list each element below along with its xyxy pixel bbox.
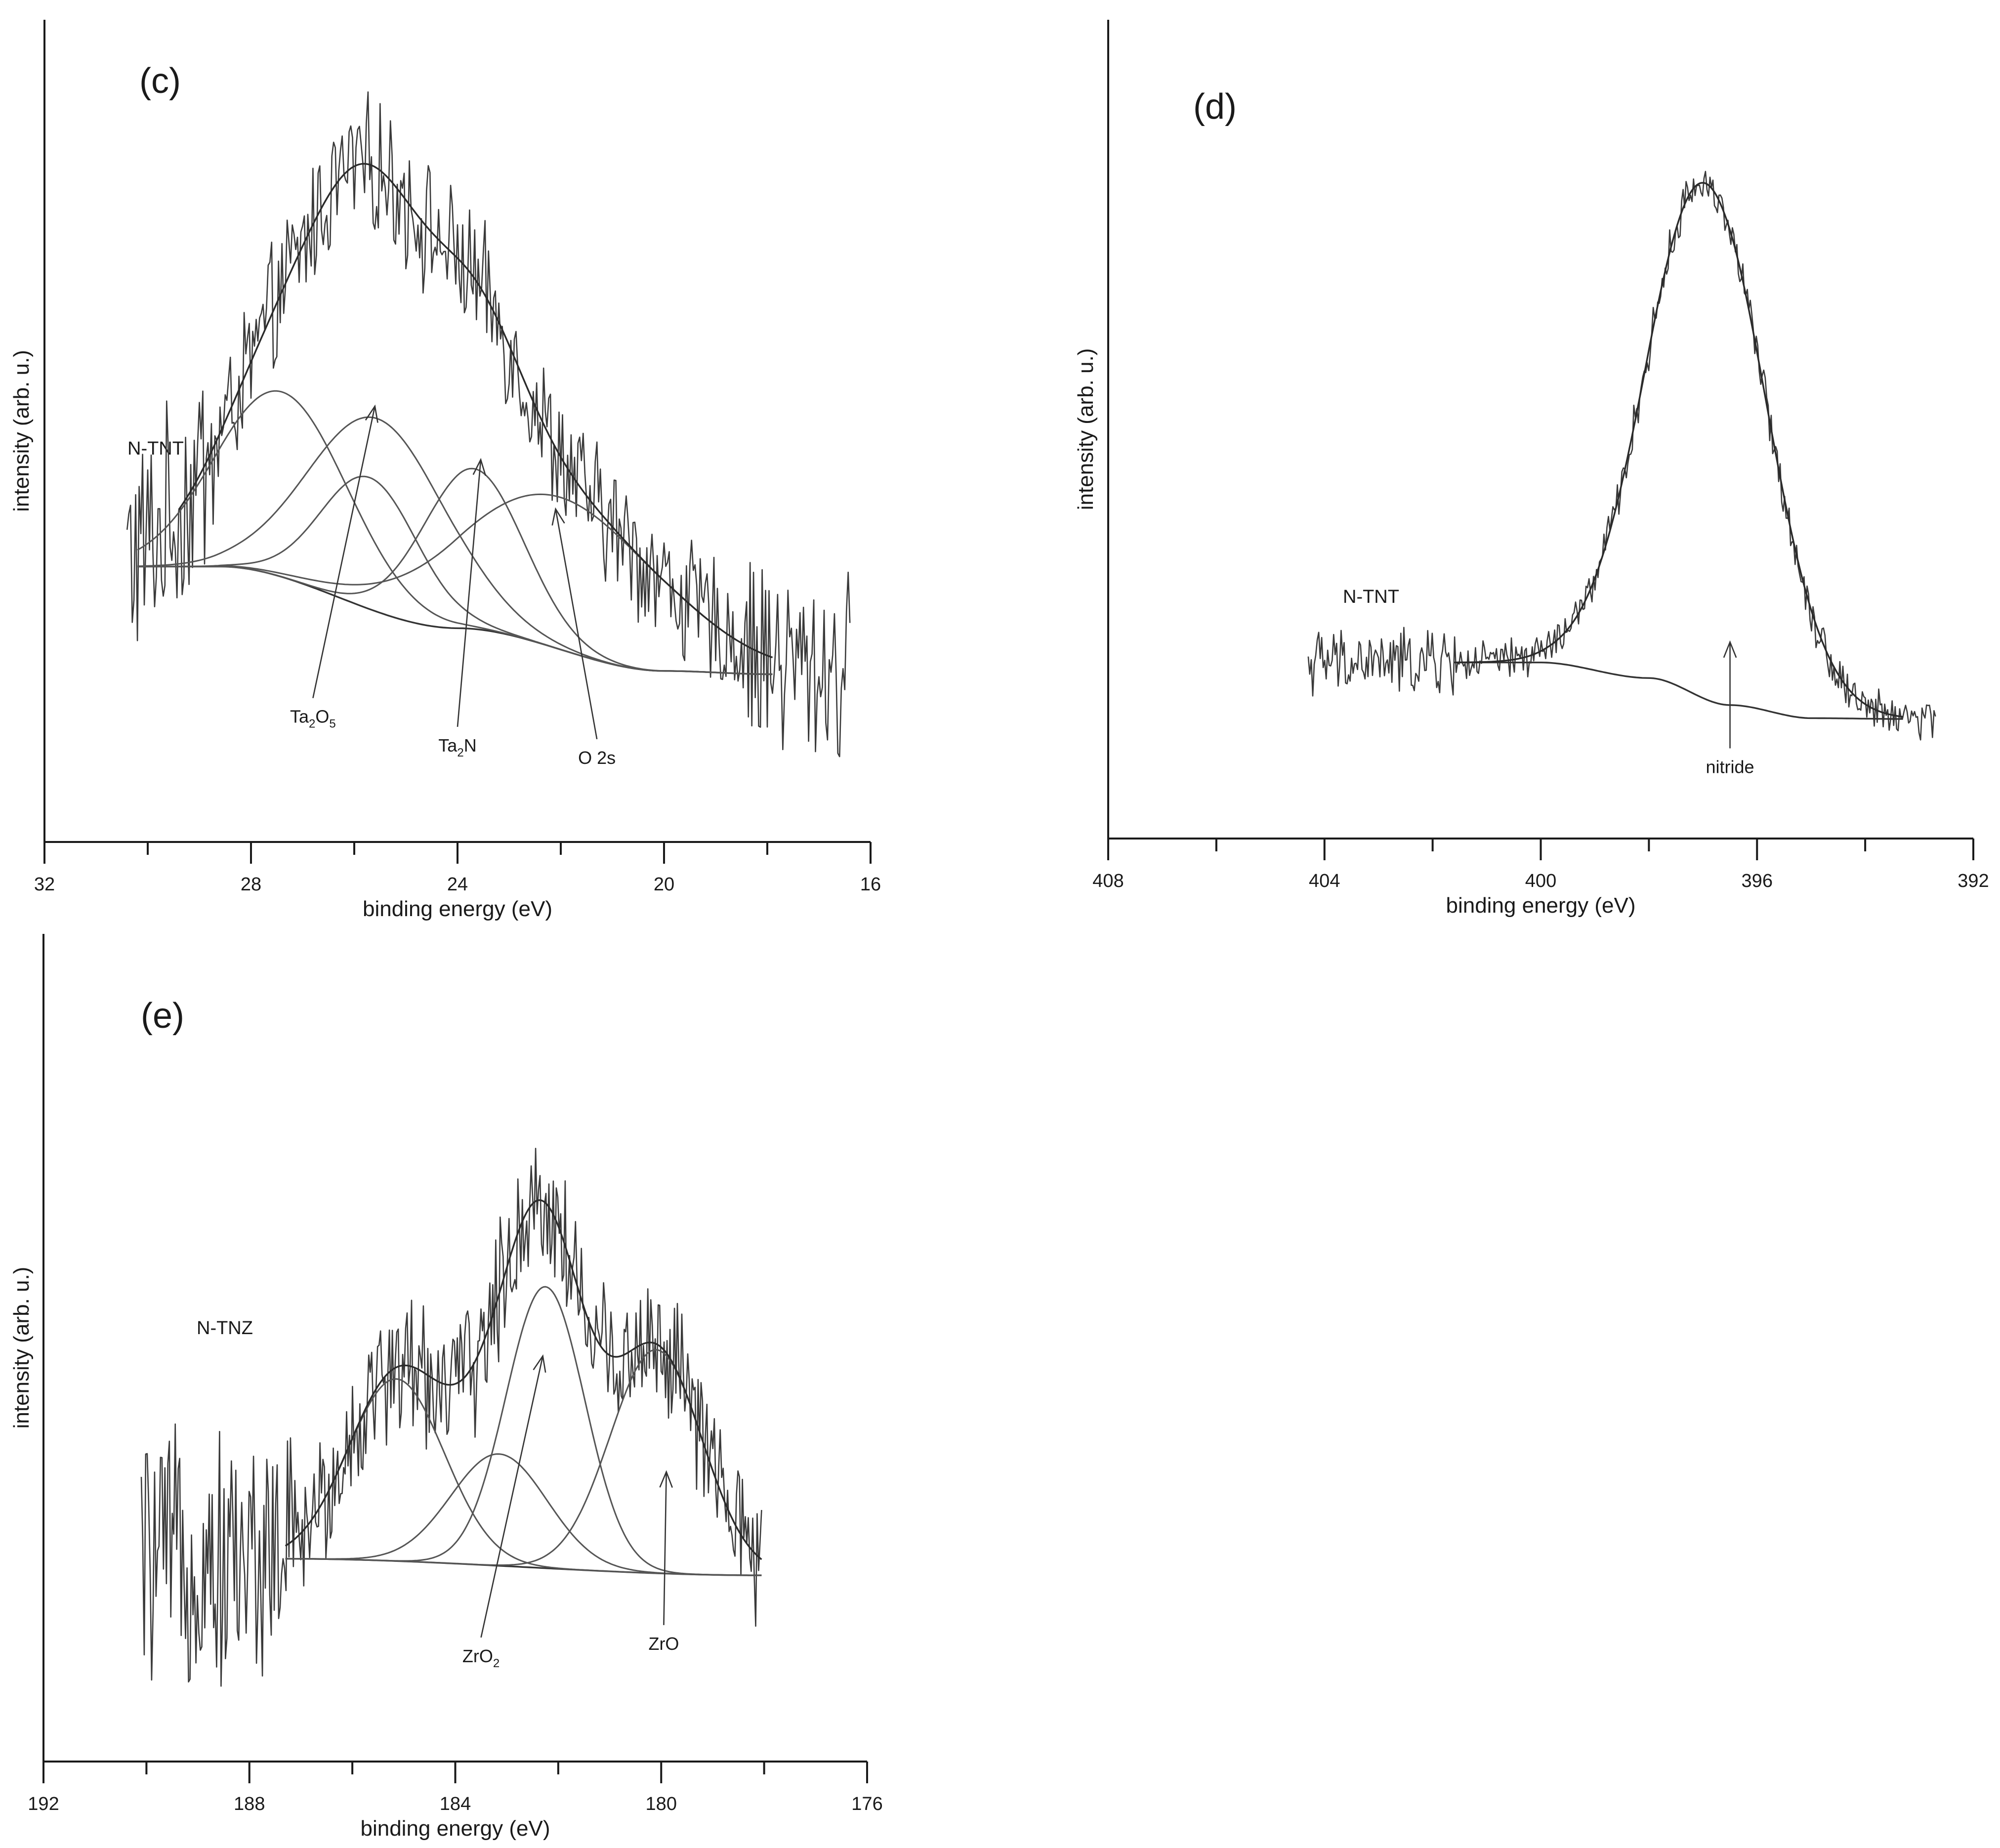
annotation-arrow [457,460,482,727]
x-tick-label: 408 [1092,871,1124,891]
x-tick-label: 400 [1525,871,1556,891]
x-tick-label: 20 [654,874,674,895]
annotation-label: Ta2N [438,735,476,759]
fit-component-line [1454,182,1903,718]
annotation-label: O 2s [578,748,616,768]
fit-component-line [137,467,773,675]
raw-spectrum-line [140,1147,762,1687]
annotation-arrowhead [365,404,378,423]
panel-label: (e) [141,996,184,1036]
x-tick-label: 392 [1958,871,1989,891]
annotation-arrow [312,406,376,698]
sample-label: N-TNT [127,438,184,459]
fit-envelope-line [1454,182,1903,718]
x-tick-label: 24 [447,874,468,895]
fit-component-line [285,1349,762,1566]
x-tick-label: 176 [851,1794,882,1814]
x-tick-label: 184 [440,1794,471,1814]
annotation-label: nitride [1706,756,1754,777]
x-tick-label: 16 [860,874,881,895]
annotation-label: Ta2O5 [290,707,336,731]
x-axis-title: binding energy (eV) [363,897,552,921]
annotation-arrow [480,1355,543,1638]
annotation-arrowhead [659,1470,673,1488]
fit-envelope-line [178,163,773,659]
annotation-label: ZrO2 [462,1646,500,1670]
fit-component-line [137,390,773,675]
panel-label: (c) [139,61,181,101]
annotation-arrowhead [533,1354,546,1373]
annotation-arrow [555,508,598,740]
x-tick-label: 180 [646,1794,677,1814]
fit-component-line [285,1453,762,1576]
raw-spectrum-line [126,91,851,757]
x-tick-label: 32 [34,874,55,895]
x-tick-label: 396 [1742,871,1773,891]
raw-spectrum-line [1307,170,1936,741]
x-tick-label: 192 [28,1794,59,1814]
chart-panel-1: 32 28 24 20 16 binding energy (eV) intensity (… [9,20,881,921]
annotation-arrow [663,1471,667,1625]
x-tick-label: 188 [234,1794,265,1814]
x-axis-title: binding energy (eV) [1446,893,1635,918]
background-line [1454,662,1903,720]
panel-label: (d) [1193,87,1237,126]
chart-panel-3: 192 188 184 180 176 binding energy (eV) intens… [9,934,883,1841]
sample-label: N-TNT [1343,587,1399,607]
fit-component-line [137,475,773,675]
fit-component-line [137,416,773,675]
annotation-arrowhead [472,458,487,476]
x-tick-label: 28 [241,874,261,895]
x-tick-label: 404 [1309,871,1340,891]
chart-panel-2: 408 404 400 396 392 binding energy (eV) intens… [1074,20,1989,918]
x-axis-title: binding energy (eV) [360,1816,550,1841]
sample-label: N-TNZ [197,1318,253,1339]
y-axis-title: intensity (arb. u.) [9,350,34,512]
fit-component-line [137,493,773,658]
background-line [137,565,773,675]
y-axis-title: intensity (arb. u.) [1074,348,1098,510]
annotation-arrowhead [551,507,565,526]
fit-envelope-line [285,1199,762,1560]
annotation-label: ZrO [648,1634,679,1654]
y-axis-title: intensity (arb. u.) [9,1267,34,1429]
annotation-arrowhead [1723,640,1737,658]
